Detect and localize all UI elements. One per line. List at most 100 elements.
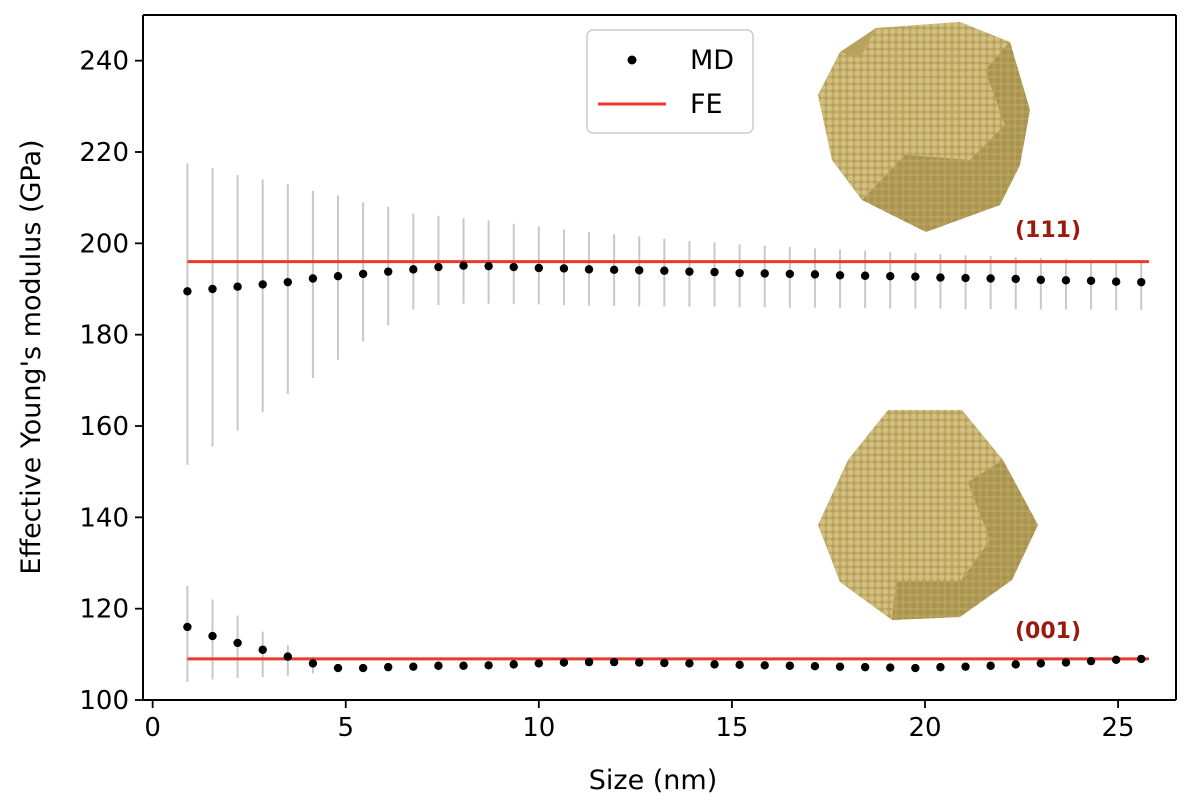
md-point xyxy=(308,274,318,283)
md-point xyxy=(760,661,769,670)
md-point xyxy=(384,267,393,276)
particle-001-face-front xyxy=(872,482,990,582)
md-point xyxy=(1086,656,1096,666)
y-tick-label: 120 xyxy=(79,595,129,625)
md-point xyxy=(434,661,443,670)
annotation-001: (001) xyxy=(1015,619,1081,644)
md-point xyxy=(860,271,870,280)
md-point xyxy=(358,663,368,673)
y-tick-label: 200 xyxy=(79,229,129,259)
md-point xyxy=(936,662,945,672)
md-point xyxy=(333,272,343,281)
md-point xyxy=(283,277,293,287)
legend-fe-label: FE xyxy=(690,89,723,120)
md-point xyxy=(810,662,820,671)
md-point xyxy=(685,659,694,668)
md-point xyxy=(534,263,544,273)
md-point xyxy=(258,280,267,289)
y-tick-label: 160 xyxy=(79,412,129,442)
md-point xyxy=(860,662,870,672)
md-point xyxy=(735,268,744,278)
legend-md-label: MD xyxy=(690,45,734,76)
md-point xyxy=(1061,658,1071,667)
md-point xyxy=(258,645,267,654)
md-point xyxy=(660,266,669,275)
annotation-111: (111) xyxy=(1015,218,1081,243)
md-point xyxy=(986,661,995,670)
md-point xyxy=(835,271,845,280)
md-point xyxy=(986,274,995,283)
md-point xyxy=(609,657,619,667)
md-point xyxy=(961,273,970,283)
x-tick-label: 20 xyxy=(908,713,941,743)
md-point xyxy=(484,261,493,271)
md-point xyxy=(886,272,895,281)
md-point xyxy=(509,262,518,272)
nanoparticle-001-image xyxy=(818,410,1038,620)
md-point xyxy=(584,657,594,667)
y-tick-label: 180 xyxy=(79,321,129,351)
y-tick-label: 140 xyxy=(79,503,129,533)
md-point xyxy=(584,265,594,274)
md-point xyxy=(1111,655,1121,665)
legend: MD FE xyxy=(586,29,754,134)
md-point xyxy=(961,662,970,671)
fe-line-layer xyxy=(187,260,1149,661)
md-point xyxy=(459,261,468,270)
particle-111-face-right xyxy=(970,42,1030,205)
tick-layer: 0 5 10 15 20 25 100 120 140 160 180 200 220 240 xyxy=(79,47,1134,743)
md-point-layer xyxy=(183,261,1146,673)
md-point xyxy=(409,265,418,274)
md-point xyxy=(911,272,920,281)
md-point xyxy=(785,269,795,279)
md-point xyxy=(434,262,443,272)
particle-111-face-top xyxy=(860,22,1010,75)
axes xyxy=(142,14,1177,701)
md-point xyxy=(810,270,820,279)
y-axis-label: Effective Young's modulus (GPa) xyxy=(16,139,47,574)
md-point xyxy=(1036,275,1046,285)
md-point xyxy=(936,273,945,282)
md-point xyxy=(710,660,719,669)
md-point xyxy=(233,282,242,291)
md-point xyxy=(409,662,418,671)
particle-111-face-left xyxy=(818,52,905,200)
md-point xyxy=(735,660,744,670)
md-point xyxy=(559,264,569,273)
md-point xyxy=(1036,659,1046,668)
y-tick-label: 100 xyxy=(79,686,129,716)
md-point xyxy=(208,284,217,294)
md-point xyxy=(1011,274,1020,284)
x-tick-label: 10 xyxy=(522,713,555,743)
y-tick-label: 220 xyxy=(79,138,129,168)
md-point xyxy=(835,662,845,671)
md-point xyxy=(333,663,343,673)
md-point xyxy=(660,658,669,668)
md-point xyxy=(459,661,468,670)
md-point xyxy=(1061,276,1071,285)
md-point xyxy=(1086,276,1096,285)
md-point xyxy=(183,622,192,632)
md-point xyxy=(509,660,518,669)
md-point xyxy=(283,652,293,661)
particle-111-face-front xyxy=(885,70,1005,160)
md-point xyxy=(384,662,393,672)
md-point xyxy=(183,287,192,296)
md-point xyxy=(233,638,242,648)
md-point xyxy=(308,659,318,668)
md-point xyxy=(785,661,795,670)
x-tick-label: 5 xyxy=(337,713,354,743)
md-point xyxy=(685,267,694,276)
md-point xyxy=(1137,277,1146,287)
md-point xyxy=(635,266,644,275)
particle-001-face-right xyxy=(960,460,1038,617)
md-point xyxy=(208,631,217,641)
md-point xyxy=(635,658,644,667)
md-point xyxy=(1137,654,1146,664)
md-point xyxy=(609,265,619,275)
legend-box xyxy=(586,29,754,134)
x-tick-label: 15 xyxy=(715,713,748,743)
x-tick-label: 25 xyxy=(1102,713,1135,743)
